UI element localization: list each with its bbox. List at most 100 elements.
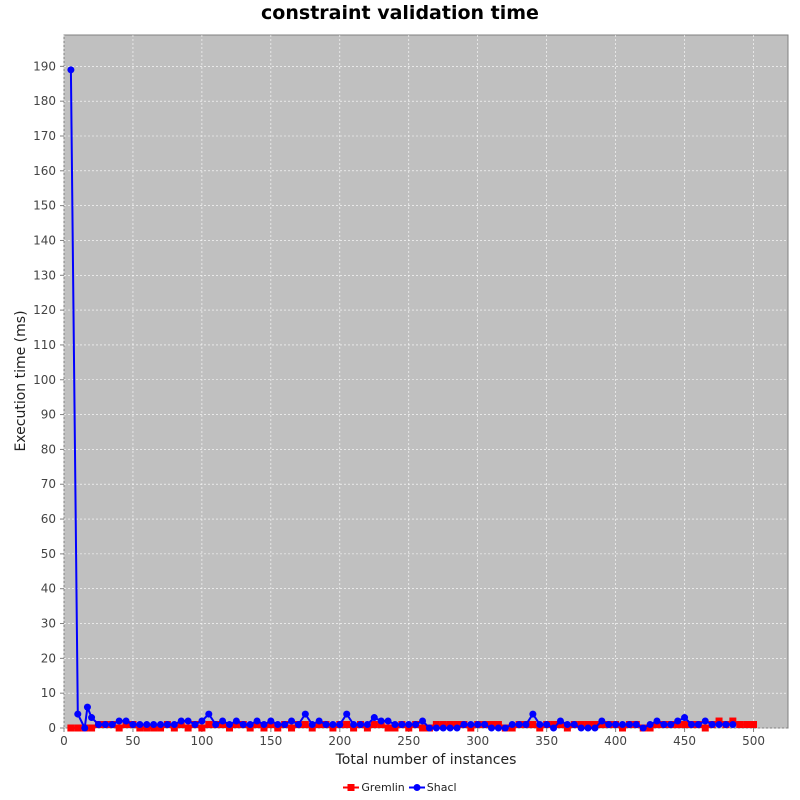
data-point-gremlin <box>67 724 75 732</box>
data-point-shacl <box>212 721 220 729</box>
data-point-shacl <box>694 721 702 729</box>
data-point-shacl <box>246 721 254 729</box>
data-point-shacl <box>356 721 364 729</box>
x-tick-label: 500 <box>742 734 765 748</box>
data-point-gremlin <box>736 721 744 729</box>
data-point-shacl <box>529 710 537 718</box>
data-point-shacl <box>205 710 213 718</box>
data-point-shacl <box>494 724 502 732</box>
data-point-shacl <box>219 717 227 725</box>
data-point-shacl <box>115 717 123 725</box>
x-tick-label: 50 <box>125 734 140 748</box>
data-point-shacl <box>150 721 158 729</box>
data-point-shacl <box>619 721 627 729</box>
data-point-shacl <box>74 710 82 718</box>
data-point-gremlin <box>184 724 192 732</box>
legend-marker-gremlin <box>343 784 360 791</box>
y-tick-label: 0 <box>48 721 56 735</box>
data-point-shacl <box>715 721 723 729</box>
y-tick-label: 150 <box>33 199 56 213</box>
data-point-shacl <box>667 721 675 729</box>
x-tick-label: 300 <box>466 734 489 748</box>
data-point-shacl <box>515 721 523 729</box>
data-point-shacl <box>260 721 268 729</box>
data-point-gremlin <box>301 721 309 729</box>
data-point-shacl <box>377 717 385 725</box>
data-point-shacl <box>646 721 654 729</box>
data-point-shacl <box>632 721 640 729</box>
data-point-gremlin <box>419 724 427 732</box>
data-point-shacl <box>405 721 413 729</box>
y-tick-label: 80 <box>41 442 56 456</box>
legend-marker-shacl <box>408 784 425 791</box>
data-point-shacl <box>191 721 199 729</box>
data-point-shacl <box>625 721 633 729</box>
data-point-gremlin <box>681 721 689 729</box>
data-point-shacl <box>522 721 530 729</box>
data-point-gremlin <box>343 721 351 729</box>
data-point-shacl <box>129 721 137 729</box>
data-point-shacl <box>708 721 716 729</box>
data-point-gremlin <box>743 721 751 729</box>
y-tick-label: 120 <box>33 303 56 317</box>
data-point-shacl <box>681 714 689 722</box>
data-point-shacl <box>501 724 509 732</box>
data-point-gremlin <box>750 721 758 729</box>
data-point-gremlin <box>88 724 96 732</box>
y-axis-label: Execution time (ms) <box>13 310 29 452</box>
data-point-shacl <box>550 724 558 732</box>
data-point-shacl <box>391 721 399 729</box>
data-point-gremlin <box>384 724 392 732</box>
data-point-shacl <box>432 724 440 732</box>
x-tick-label: 400 <box>604 734 627 748</box>
data-point-shacl <box>556 717 564 725</box>
data-point-shacl <box>294 721 302 729</box>
y-tick-label: 60 <box>41 512 56 526</box>
data-point-shacl <box>612 721 620 729</box>
x-tick-label: 200 <box>328 734 351 748</box>
data-point-shacl <box>177 717 185 725</box>
data-point-shacl <box>288 717 296 725</box>
data-point-shacl <box>570 721 578 729</box>
data-point-shacl <box>136 721 144 729</box>
data-point-shacl <box>81 724 89 732</box>
y-tick-label: 20 <box>41 651 56 665</box>
legend-label-shacl: Shacl <box>426 781 457 794</box>
legend-item-gremlin: Gremlin <box>343 781 405 794</box>
data-point-shacl <box>163 721 171 729</box>
data-point-shacl <box>460 721 468 729</box>
data-point-shacl <box>267 717 275 725</box>
y-tick-label: 30 <box>41 617 56 631</box>
data-point-shacl <box>322 721 330 729</box>
data-point-shacl <box>543 721 551 729</box>
data-point-shacl <box>639 724 647 732</box>
data-point-gremlin <box>74 724 82 732</box>
x-tick-label: 0 <box>60 734 68 748</box>
data-point-shacl <box>143 721 151 729</box>
chart-title: constraint validation time <box>261 2 539 24</box>
data-point-shacl <box>425 724 433 732</box>
data-point-shacl <box>446 724 454 732</box>
x-tick-label: 100 <box>190 734 213 748</box>
y-tick-label: 180 <box>33 94 56 108</box>
data-point-shacl <box>343 710 351 718</box>
y-tick-label: 50 <box>41 547 56 561</box>
data-point-shacl <box>536 721 544 729</box>
y-tick-label: 110 <box>33 338 56 352</box>
data-point-shacl <box>577 724 585 732</box>
data-point-shacl <box>67 66 75 74</box>
data-point-shacl <box>687 721 695 729</box>
data-point-gremlin <box>198 724 206 732</box>
data-point-shacl <box>584 724 592 732</box>
data-point-shacl <box>488 724 496 732</box>
legend: Gremlin Shacl <box>0 781 800 794</box>
plot-area <box>63 34 789 729</box>
data-point-gremlin <box>205 721 213 729</box>
data-point-shacl <box>453 724 461 732</box>
data-point-shacl <box>660 721 668 729</box>
data-point-gremlin <box>370 721 378 729</box>
x-tick-label: 350 <box>535 734 558 748</box>
data-point-shacl <box>108 721 116 729</box>
y-tick-label: 130 <box>33 268 56 282</box>
